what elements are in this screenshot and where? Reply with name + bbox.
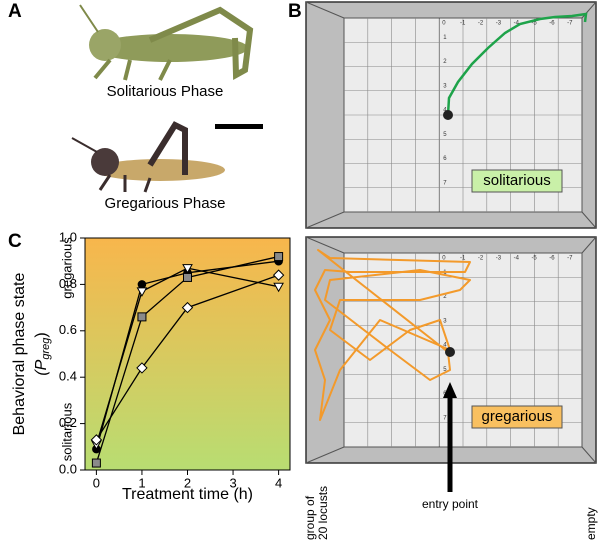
x-tick-label: 1: [138, 475, 145, 490]
arena-label: -4: [514, 256, 520, 262]
x-tick-label: 3: [229, 475, 236, 490]
point: [136, 287, 148, 297]
point: [183, 272, 192, 282]
arena-label: 5: [443, 132, 447, 138]
point: [91, 458, 101, 468]
arena-label: -7: [567, 21, 573, 27]
point: [274, 252, 284, 262]
locust-marker: [445, 347, 455, 357]
phase-tag-label: gregarious: [482, 408, 553, 425]
arena-label: 2: [443, 294, 447, 300]
panel-label: C: [8, 231, 22, 252]
arena-label: -1: [460, 256, 466, 262]
arena-edge: [305, 236, 345, 254]
trajectory: [446, 12, 588, 116]
arena-label: -3: [496, 256, 502, 262]
annotation: group of 20 locusts: [303, 486, 330, 540]
arena-edge: [305, 211, 345, 229]
arena-label: 3: [443, 83, 447, 89]
arrow-head: [443, 382, 457, 398]
point: [181, 301, 194, 314]
y-tick-label: 0.0: [59, 461, 77, 476]
arena-edge: [581, 211, 597, 229]
point: [272, 269, 285, 281]
y-axis-label: Behavioral phase state: [11, 273, 28, 436]
arena-label: -2: [478, 256, 484, 262]
arena-label: -6: [549, 21, 555, 27]
point: [137, 280, 147, 289]
arena-edge: [305, 446, 345, 464]
arena-edge: [581, 446, 597, 464]
arena-label: -3: [496, 21, 502, 27]
arena-label: 4: [443, 343, 447, 349]
series-line: [95, 267, 279, 445]
y-tick-label: 0.6: [59, 322, 77, 337]
annotation-line: 20 locusts: [316, 486, 330, 540]
point: [136, 362, 148, 374]
point: [273, 282, 284, 293]
locust-marker: [443, 110, 453, 120]
caption: Solitarious Phase: [107, 83, 224, 100]
side-label: solitarious: [59, 402, 74, 461]
y-tick-label: 0.4: [59, 369, 77, 384]
y-tick-label: 0.2: [59, 415, 77, 430]
y-tick-label: 0.8: [59, 276, 77, 291]
arena-edge: [305, 1, 345, 19]
arena-label: 7: [443, 180, 447, 186]
arena-label: 5: [443, 367, 447, 373]
phase-tag: [471, 405, 563, 429]
gregarious-locust: [71, 121, 225, 193]
point: [90, 434, 103, 446]
arena-label: -2: [478, 21, 484, 27]
x-tick-label: 4: [275, 475, 282, 490]
arena-label: -1: [460, 21, 466, 27]
series-line: [95, 255, 279, 464]
caption: Gregarious Phase: [105, 195, 226, 212]
point: [137, 312, 147, 322]
y-axis-symbol-part: (P: [33, 359, 50, 375]
arena-label: 4: [443, 108, 447, 114]
arena-label: 0: [442, 256, 446, 262]
arena-label: 1: [443, 35, 447, 41]
side-label: gregarious: [59, 237, 74, 299]
panel-label: A: [8, 1, 22, 22]
arena-label: -5: [531, 256, 537, 262]
arena-edge: [581, 236, 597, 254]
solitarious-locust: [79, 4, 254, 81]
arena-label: 7: [443, 415, 447, 421]
x-tick-label: 0: [93, 475, 100, 490]
scale-bar: [215, 124, 263, 129]
point: [182, 264, 193, 274]
trajectory: [314, 249, 471, 421]
arena-label: 3: [443, 318, 447, 324]
chart: 0.0 0.2 0.4 0.6 0.8 1.0 0 1 2 3 4 Treatment time (h…: [11, 229, 291, 503]
x-tick-label: 2: [184, 475, 191, 490]
annotation-line: group of: [303, 495, 317, 540]
phase-tag-label: solitarious: [483, 172, 551, 189]
y-axis-symbol-part: greg: [40, 337, 52, 360]
arena-label: -4: [514, 21, 520, 27]
annotation: entry point: [422, 497, 479, 511]
series-line: [95, 274, 279, 441]
arena-label: 6: [443, 156, 447, 162]
arena-label: -5: [531, 21, 537, 27]
annotation: empty: [584, 507, 598, 540]
y-axis-symbol-part: ): [33, 332, 50, 337]
phase-tag: [471, 169, 563, 193]
arena-label: -7: [567, 256, 573, 262]
y-axis-symbol: (Pgreg): [33, 332, 52, 375]
x-axis-label: Treatment time (h): [122, 486, 253, 503]
arena-label: -6: [549, 256, 555, 262]
arena-label: 0: [442, 21, 446, 27]
y-tick-label: 1.0: [59, 229, 77, 244]
arena-label: 2: [443, 59, 447, 65]
panel-label: B: [288, 1, 302, 22]
